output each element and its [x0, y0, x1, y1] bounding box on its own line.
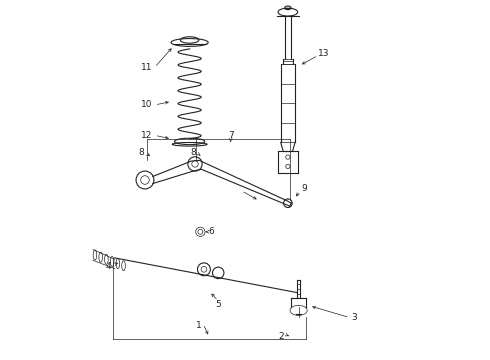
- Text: 13: 13: [318, 49, 329, 58]
- Text: 7: 7: [228, 131, 234, 140]
- Text: 12: 12: [141, 131, 152, 140]
- Text: 9: 9: [301, 184, 307, 193]
- Text: 10: 10: [141, 100, 152, 109]
- Text: 11: 11: [141, 63, 152, 72]
- Text: 2: 2: [278, 332, 284, 341]
- Text: 3: 3: [351, 313, 357, 322]
- Text: 8: 8: [190, 148, 196, 157]
- Text: 1: 1: [196, 321, 201, 330]
- Text: 5: 5: [215, 300, 221, 309]
- Text: 4: 4: [106, 262, 111, 271]
- Text: 8: 8: [139, 148, 144, 157]
- Text: 6: 6: [208, 227, 214, 236]
